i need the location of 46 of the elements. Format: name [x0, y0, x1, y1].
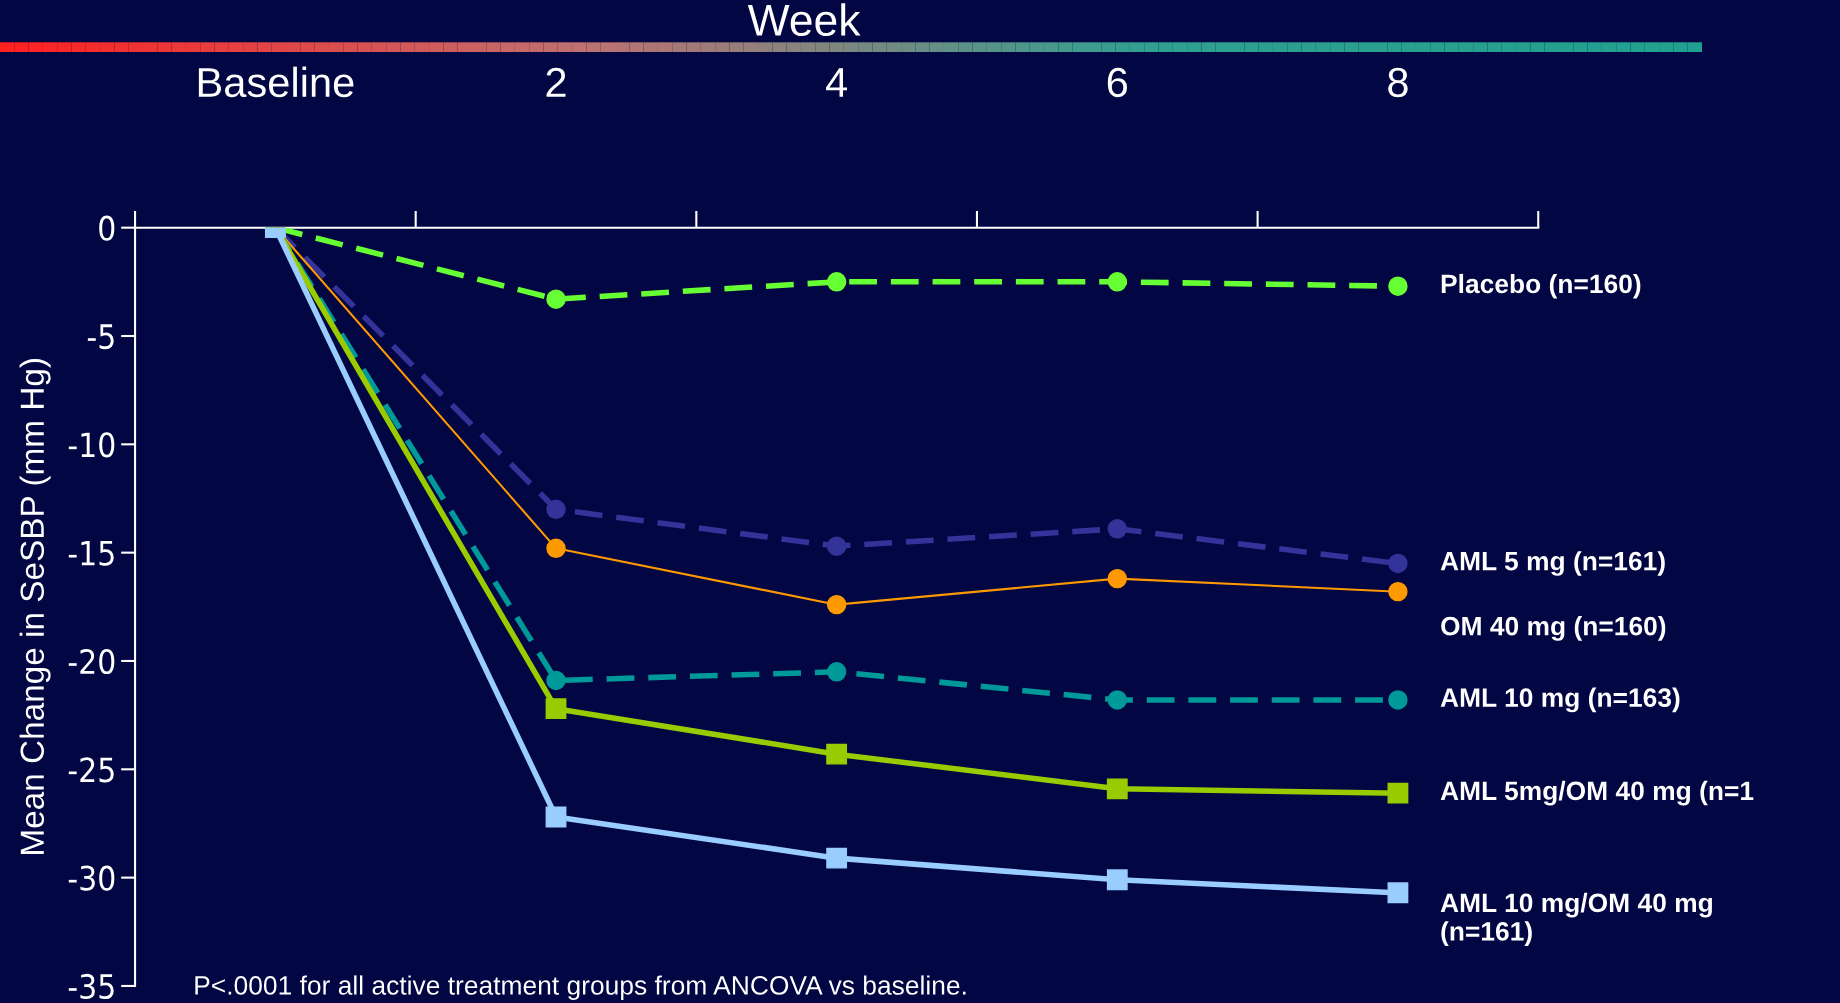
- series-label: AML 10 mg (n=163): [1440, 687, 1680, 713]
- x-axis-title: Week: [747, 3, 861, 36]
- y-tick-label: 0: [99, 215, 115, 241]
- point: [826, 847, 848, 869]
- y-tick-label: -5: [87, 324, 114, 350]
- point: [545, 806, 567, 828]
- y-tick-label: -30: [68, 865, 115, 891]
- point: [1388, 276, 1408, 296]
- y-tick-label: -10: [68, 432, 115, 458]
- point: [826, 662, 847, 682]
- point: [1387, 782, 1409, 804]
- y-tick-label: -35: [68, 973, 114, 1000]
- x-tick-label: Baseline: [198, 66, 354, 98]
- series-label: AML 5mg/OM 40 mg (n=1: [1440, 780, 1754, 806]
- point: [1107, 568, 1128, 589]
- point: [1387, 882, 1409, 904]
- series-label: AML 5 mg (n=161): [1440, 551, 1665, 576]
- annotation: P<.0001 for all active treatment groups from ANCOVA vs baseline.: [195, 975, 966, 1000]
- y-tick-label: -15: [68, 541, 114, 566]
- point: [826, 743, 848, 765]
- point: [1388, 553, 1408, 574]
- y-tick-label: -25: [68, 757, 114, 783]
- series-label: OM 40 mg (n=160): [1441, 616, 1666, 641]
- point: [545, 698, 567, 720]
- x-tick-label: 8: [1388, 67, 1408, 98]
- point: [546, 538, 566, 559]
- x-tick-label: 6: [1107, 67, 1128, 98]
- point: [546, 289, 566, 309]
- point: [826, 272, 847, 292]
- point: [826, 536, 847, 556]
- point: [1106, 778, 1128, 800]
- point: [826, 594, 847, 615]
- series-label: Placebo (n=160): [1441, 273, 1641, 299]
- y-axis-title: Mean Change in SeSBP (mm Hg): [19, 359, 51, 854]
- point: [1106, 869, 1128, 891]
- x-tick-label: 2: [546, 67, 566, 97]
- series-label: AML 10 mg/OM 40 mg (n=161): [1440, 892, 1712, 946]
- point: [1107, 519, 1128, 539]
- point: [1107, 272, 1128, 292]
- point: [1388, 690, 1408, 710]
- point: [546, 670, 566, 691]
- x-tick-label: 4: [826, 68, 848, 97]
- point: [1107, 690, 1128, 710]
- point: [1388, 581, 1408, 602]
- y-tick-label: -20: [68, 648, 115, 675]
- point: [546, 499, 566, 520]
